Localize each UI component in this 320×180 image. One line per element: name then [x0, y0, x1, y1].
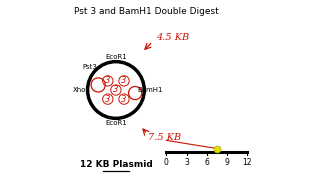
Text: 6: 6	[204, 158, 209, 167]
Text: 3: 3	[121, 95, 127, 104]
Text: 7.5 KB: 7.5 KB	[148, 133, 181, 142]
Text: 12: 12	[243, 158, 252, 167]
Text: 3: 3	[113, 86, 119, 94]
Text: BamH1: BamH1	[137, 87, 163, 93]
Text: EcoR1: EcoR1	[105, 120, 127, 126]
Text: Pst 3 and BamH1 Double Digest: Pst 3 and BamH1 Double Digest	[74, 7, 218, 16]
Text: Xho1: Xho1	[72, 87, 91, 93]
Text: 9: 9	[225, 158, 229, 167]
Text: 12 KB Plasmid: 12 KB Plasmid	[80, 160, 152, 169]
Text: Pst3: Pst3	[83, 64, 98, 70]
Text: 3: 3	[184, 158, 189, 167]
Text: 3: 3	[105, 76, 110, 85]
Text: 3: 3	[121, 76, 127, 85]
Text: 0: 0	[164, 158, 169, 167]
Text: 3: 3	[105, 95, 110, 104]
Text: 4.5 KB: 4.5 KB	[156, 33, 189, 42]
Text: EcoR1: EcoR1	[105, 54, 127, 60]
